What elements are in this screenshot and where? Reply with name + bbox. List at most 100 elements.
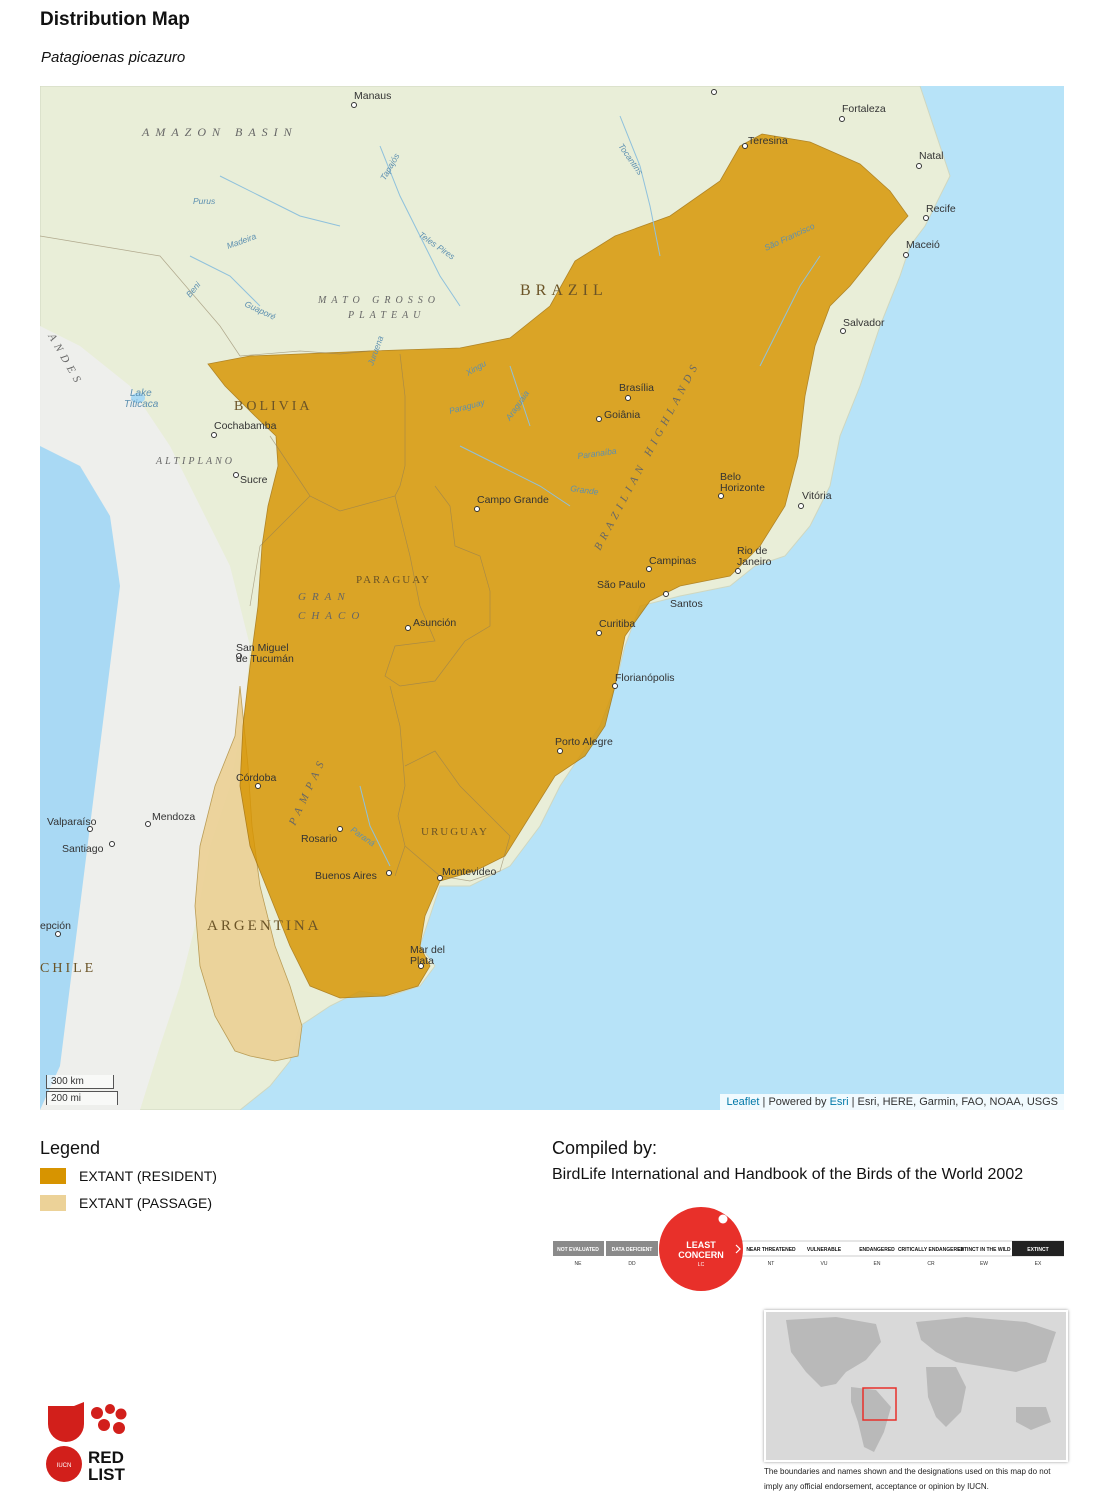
en-label: ENDANGERED bbox=[859, 1247, 895, 1253]
chile-label: CHILE bbox=[40, 961, 96, 976]
city-sucre: Sucre bbox=[240, 474, 268, 486]
vu-code: VU bbox=[821, 1261, 828, 1267]
red-list-status-scale: NOT EVALUATED DATA DEFICIENT NEAR THREAT… bbox=[552, 1207, 1065, 1293]
ex-code: EX bbox=[1035, 1261, 1042, 1267]
city-concepcion: epción bbox=[40, 920, 71, 932]
chevron-right-icon bbox=[735, 1244, 741, 1254]
lake-titicaca bbox=[131, 393, 145, 403]
cr-label: CRITICALLY ENDANGERED bbox=[898, 1247, 965, 1253]
ew-code: EW bbox=[980, 1261, 988, 1267]
amazon-basin-label: AMAZON BASIN bbox=[141, 125, 298, 139]
range-resident bbox=[207, 133, 909, 999]
city-fortaleza: Fortaleza bbox=[842, 103, 886, 115]
city-campinas: Campinas bbox=[649, 555, 696, 567]
iucn-red-list-logo: IUCN RED LIST bbox=[44, 1400, 136, 1486]
resident-swatch bbox=[40, 1168, 66, 1184]
overview-minimap[interactable] bbox=[764, 1310, 1068, 1462]
city-belo: Belo bbox=[720, 471, 741, 483]
legend-label-passage: EXTANT (PASSAGE) bbox=[79, 1195, 213, 1211]
chaco-label: CHACO bbox=[298, 610, 365, 622]
legend-title: Legend bbox=[40, 1138, 101, 1158]
range-passage bbox=[194, 685, 303, 1062]
mato-grosso-label: MATO GROSSO bbox=[317, 295, 440, 306]
ex-label: EXTINCT bbox=[1027, 1247, 1048, 1253]
red-text: RED bbox=[88, 1448, 124, 1467]
brazil-label: BRAZIL bbox=[520, 282, 608, 299]
city-horizonte: Horizonte bbox=[720, 482, 765, 494]
dd-label: DATA DEFICIENT bbox=[612, 1247, 653, 1253]
grande-label: Grande bbox=[570, 483, 600, 497]
ne-box bbox=[553, 1241, 604, 1256]
city-curitiba: Curitiba bbox=[599, 618, 635, 630]
powered-text: | Powered by bbox=[759, 1096, 830, 1108]
city-teresina: Teresina bbox=[748, 135, 788, 147]
city-santiago: Santiago bbox=[62, 843, 104, 855]
pacific-ocean bbox=[40, 446, 120, 1110]
city-plata: Plata bbox=[410, 955, 434, 967]
city-mar-del: Mar del bbox=[410, 944, 445, 956]
iucn-text: IUCN bbox=[57, 1463, 72, 1469]
argentina-label: ARGENTINA bbox=[207, 918, 322, 934]
rivers bbox=[189, 115, 821, 867]
nt-code: NT bbox=[768, 1261, 775, 1267]
city-maceio: Maceió bbox=[906, 239, 940, 251]
en-code: EN bbox=[874, 1261, 881, 1267]
dd-code: DD bbox=[628, 1261, 636, 1267]
distribution-map[interactable]: AMAZON BASIN MATO GROSSO PLATEAU ALTIPLA… bbox=[40, 86, 1064, 1110]
lc-line2: CONCERN bbox=[678, 1250, 724, 1260]
gran-label: GRAN bbox=[298, 591, 351, 603]
uruguay-label: URUGUAY bbox=[421, 826, 489, 838]
map-attribution: Leaflet | Powered by Esri | Esri, HERE, … bbox=[720, 1094, 1064, 1110]
purus-label: Purus bbox=[193, 196, 216, 206]
map-canvas[interactable]: AMAZON BASIN MATO GROSSO PLATEAU ALTIPLA… bbox=[40, 86, 1064, 1110]
city-cordoba: Córdoba bbox=[236, 772, 276, 784]
city-goiania: Goiânia bbox=[604, 409, 640, 421]
ne-code: NE bbox=[575, 1261, 583, 1267]
legend-item-resident: EXTANT (RESIDENT) bbox=[40, 1168, 217, 1184]
city-porto-alegre: Porto Alegre bbox=[555, 736, 613, 748]
vu-label: VULNERABLE bbox=[807, 1247, 842, 1253]
dd-box bbox=[606, 1241, 658, 1256]
city-mendoza: Mendoza bbox=[152, 811, 195, 823]
disclaimer-text: The boundaries and names shown and the d… bbox=[764, 1467, 1051, 1491]
compiled-title: Compiled by: bbox=[552, 1138, 658, 1158]
city-manaus: Manaus bbox=[354, 90, 391, 102]
bolivia-label: BOLIVIA bbox=[234, 399, 313, 414]
lc-code: LC bbox=[698, 1262, 705, 1268]
city-brasilia: Brasília bbox=[619, 382, 654, 394]
scale-mi: 200 mi bbox=[46, 1091, 118, 1105]
country-borders bbox=[40, 235, 511, 882]
sources-text: | Esri, HERE, Garmin, FAO, NOAA, USGS bbox=[848, 1096, 1058, 1108]
scale-bar: 300 km 200 mi bbox=[46, 1075, 118, 1105]
species-name: Patagioenas picazuro bbox=[41, 49, 186, 66]
city-vitoria: Vitória bbox=[802, 490, 832, 502]
passage-swatch bbox=[40, 1195, 66, 1211]
city-janeiro: Janeiro bbox=[737, 556, 772, 568]
city-cochabamba: Cochabamba bbox=[214, 420, 277, 432]
list-text: LIST bbox=[88, 1465, 125, 1484]
cr-code: CR bbox=[927, 1261, 935, 1267]
city-campo-grande: Campo Grande bbox=[477, 494, 549, 506]
city-salvador: Salvador bbox=[843, 317, 885, 329]
city-san-miguel: San Miguel bbox=[236, 642, 289, 654]
page-title: Distribution Map bbox=[40, 9, 190, 30]
city-natal: Natal bbox=[919, 150, 944, 162]
ex-box bbox=[1012, 1241, 1064, 1256]
compiled-by: BirdLife International and Handbook of t… bbox=[552, 1166, 1024, 1183]
legend-item-passage: EXTANT (PASSAGE) bbox=[40, 1195, 212, 1211]
city-florianopolis: Florianópolis bbox=[615, 672, 675, 684]
city-markers bbox=[55, 89, 929, 969]
paraguay-label: PARAGUAY bbox=[356, 574, 431, 586]
lc-line1: LEAST bbox=[686, 1240, 716, 1250]
city-asuncion: Asunción bbox=[413, 617, 456, 629]
city-montevideo: Montevideo bbox=[442, 866, 496, 878]
leaflet-link[interactable]: Leaflet bbox=[726, 1096, 760, 1108]
esri-link[interactable]: Esri bbox=[829, 1096, 849, 1108]
plateau-label: PLATEAU bbox=[347, 310, 425, 321]
city-rosario: Rosario bbox=[301, 833, 337, 845]
legend-label-resident: EXTANT (RESIDENT) bbox=[79, 1168, 217, 1184]
scale-km: 300 km bbox=[46, 1075, 114, 1089]
viewport-marker bbox=[862, 1387, 897, 1421]
nt-label: NEAR THREATENED bbox=[746, 1247, 796, 1253]
city-de-tucuman: de Tucumán bbox=[236, 653, 294, 665]
